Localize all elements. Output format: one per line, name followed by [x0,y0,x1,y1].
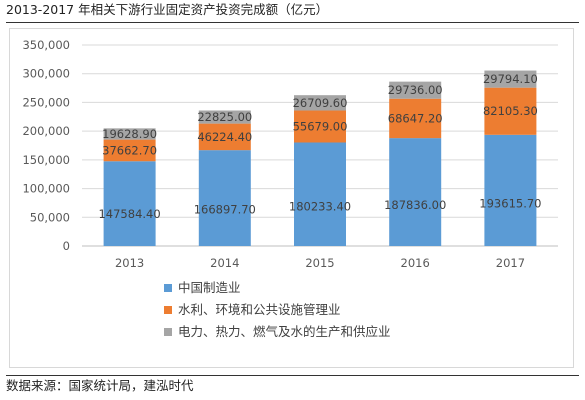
bar-segment [389,98,442,139]
data-label: 37662.70 [102,143,157,157]
bar-segment [103,161,156,246]
bar-segment [484,134,537,246]
bar-segment [198,123,251,151]
data-label: 29736.00 [388,83,443,97]
legend-label: 中国制造业 [178,280,241,295]
bar-segment [294,142,346,246]
data-label: 193615.70 [479,197,541,211]
x-tick-label: 2015 [305,256,334,270]
data-label: 22825.00 [197,110,252,124]
chart-frame: 0 50,000 100,000 150,000 200,000 250,000 300,0… [9,28,574,368]
legend-swatch [164,306,172,314]
x-tick-label: 2013 [115,256,144,270]
y-tick-label: 150,000 [22,153,70,167]
data-label: 55679.00 [293,120,348,134]
data-label: 166897.70 [194,203,256,217]
bar-segment [294,95,346,111]
data-label: 180233.40 [289,200,351,214]
legend-label: 水利、环境和公共设施管理业 [178,302,341,317]
data-label: 26709.60 [293,96,348,110]
bar-segment [103,128,156,140]
bar-segment [103,139,156,162]
x-tick-label: 2016 [401,256,430,270]
y-tick-label: 0 [63,239,70,253]
y-tick-label: 350,000 [22,38,70,52]
y-tick-label: 200,000 [22,124,70,138]
bar-segment [484,87,537,135]
legend-swatch [164,284,172,292]
stacked-bar-chart: 0 50,000 100,000 150,000 200,000 250,000 300,0… [22,38,558,339]
x-tick-label: 2017 [496,256,525,270]
bar-segment [294,110,346,143]
bar-segment [198,150,251,246]
bar-segment [484,70,537,88]
data-label: 19628.90 [102,127,157,141]
data-source-note: 数据来源：国家统计局，建泓时代 [6,375,579,394]
bar-segment [198,110,251,124]
y-tick-label: 300,000 [22,67,70,81]
data-label: 46224.40 [197,130,252,144]
y-tick-label: 250,000 [22,95,70,109]
legend-label: 电力、热力、燃气及水的生产和供应业 [178,324,391,339]
bar-segment [389,138,442,246]
data-label: 82105.30 [483,104,538,118]
x-tick-label: 2014 [210,256,239,270]
data-label: 147584.40 [98,207,160,221]
legend-swatch [164,328,172,336]
page-title: 2013-2017 年相关下游行业固定资产投资完成额（亿元） [6,2,579,23]
data-label: 29794.10 [483,72,538,86]
y-tick-label: 100,000 [22,182,70,196]
bar-segment [389,81,442,99]
data-label: 68647.20 [388,111,443,125]
y-tick-label: 50,000 [30,210,70,224]
data-label: 187836.00 [384,198,446,212]
